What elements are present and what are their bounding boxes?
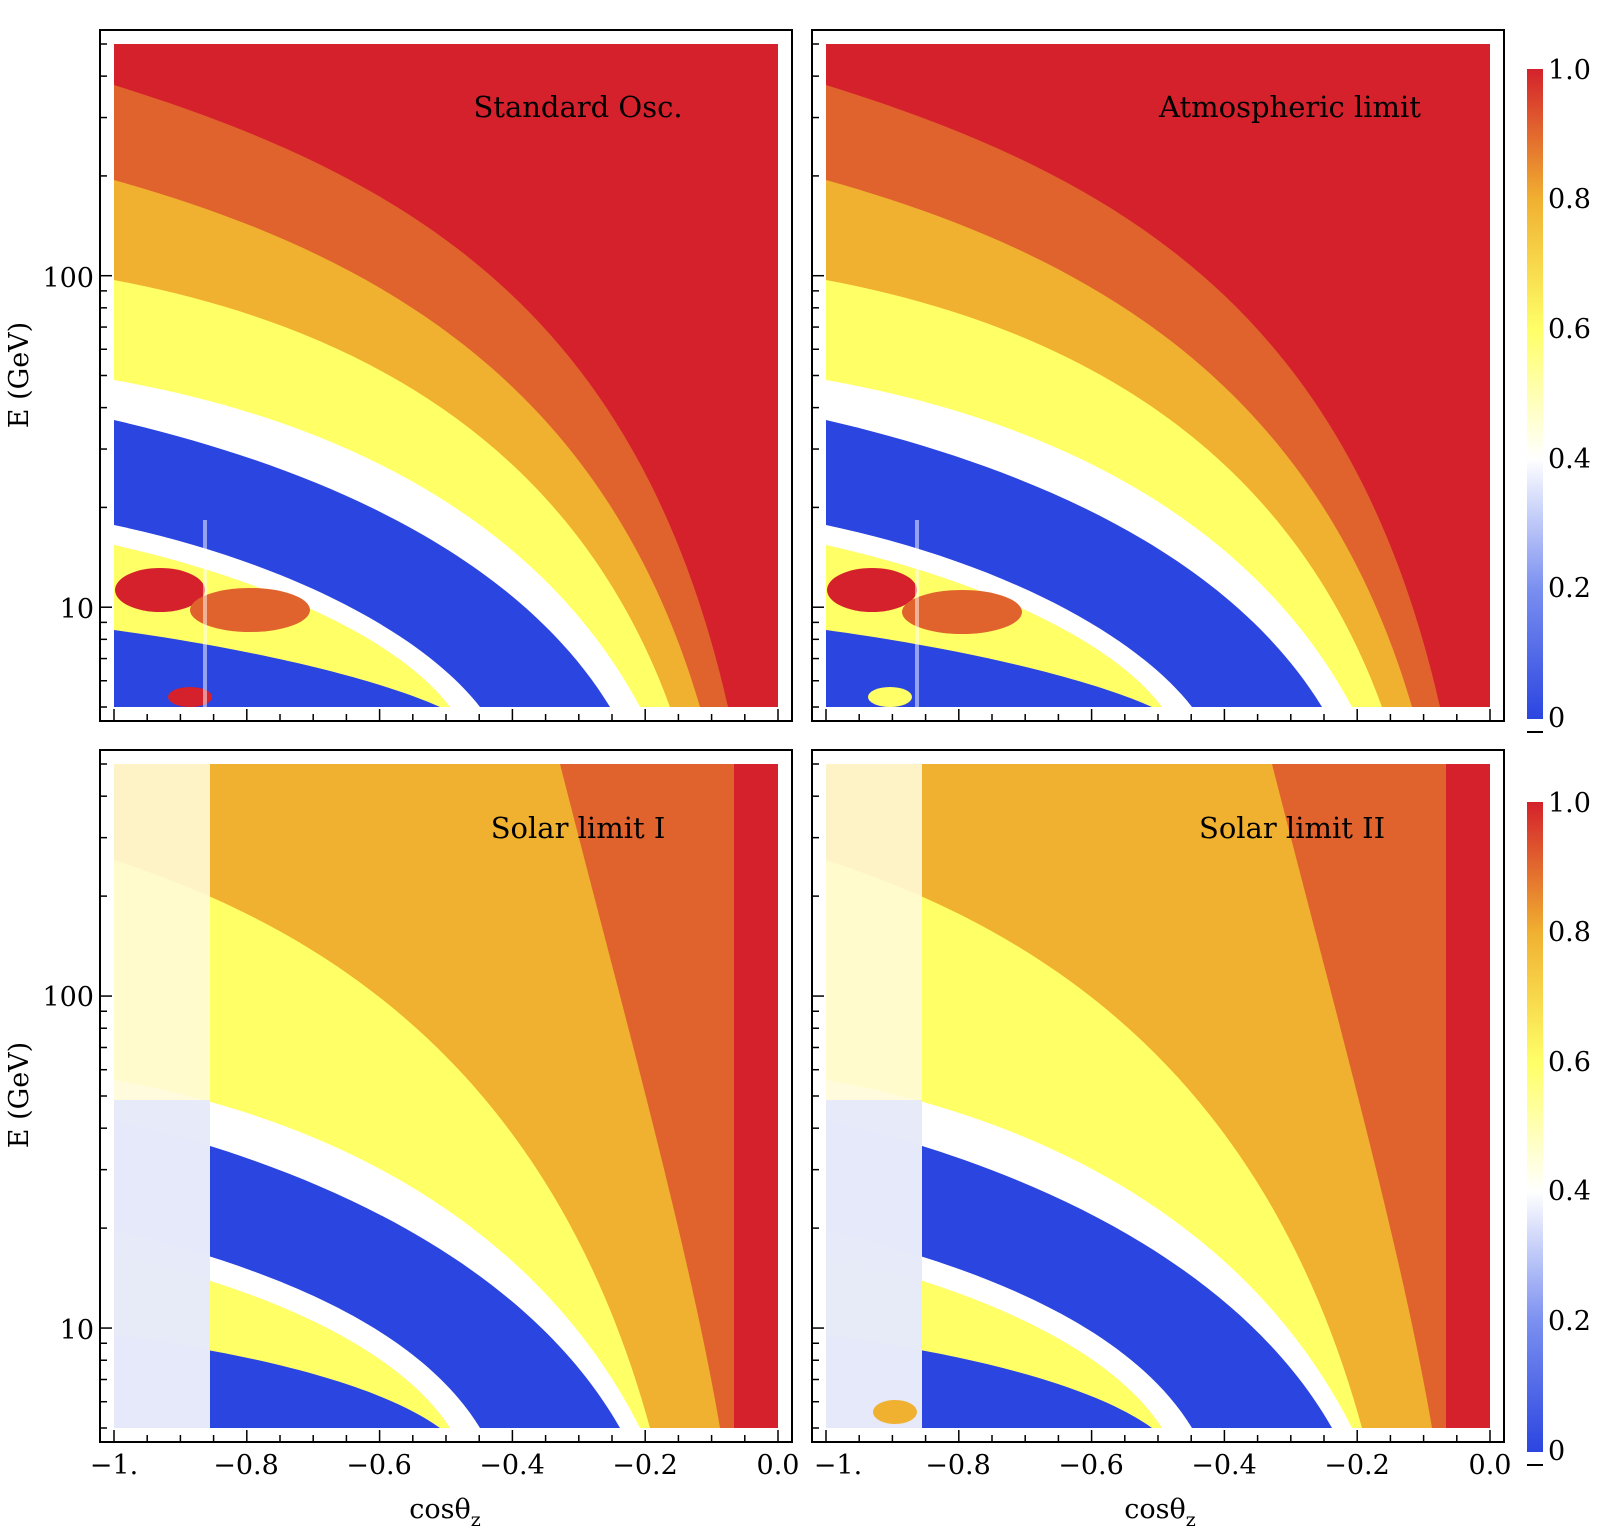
heatmap-hotspot	[873, 1400, 917, 1424]
heatmap-hotspot	[902, 590, 1022, 634]
heatmap-left-strip-lower	[114, 1100, 210, 1428]
x-tick-label: −1.	[814, 1450, 862, 1481]
x-axis-label: cosθz	[1124, 1494, 1196, 1531]
colorbar-tick-label: 1.0	[1548, 788, 1591, 819]
colorbar-bottom: 1.0 0.8 0.6 0.4 0.2 0	[1527, 788, 1591, 1467]
x-tick-label: 0.0	[1469, 1450, 1512, 1481]
colorbar-gradient	[1527, 802, 1543, 1452]
x-ticks	[113, 709, 779, 721]
panel-title: Solar limit II	[1199, 811, 1385, 845]
colorbar-tick-label: 0.2	[1548, 1306, 1591, 1337]
x-tick-label: 0.0	[757, 1450, 800, 1481]
y-tick-label: 10	[60, 1315, 94, 1346]
panel-solar-limit-2: Solar limit II	[811, 749, 1505, 1443]
colorbar-tick-label: 0.4	[1548, 444, 1591, 475]
colorbar-tick-label: 0.6	[1548, 1047, 1591, 1078]
x-ticks	[825, 709, 1491, 721]
x-tick-label: −0.6	[1058, 1450, 1124, 1481]
panel-atmospheric-limit: Atmospheric limit	[811, 29, 1505, 722]
x-axis-label: cosθz	[409, 1494, 481, 1531]
panel-solar-limit-1: Solar limit I	[99, 749, 793, 1443]
y-ticks	[100, 763, 112, 1429]
x-tick-label: −0.6	[346, 1450, 412, 1481]
x-tick-label: −0.4	[479, 1450, 545, 1481]
heatmap-hotspot	[827, 568, 917, 612]
panel-title: Standard Osc.	[473, 90, 682, 124]
heatmap-discontinuity	[203, 520, 207, 707]
x-tick-label: −0.2	[612, 1450, 678, 1481]
y-axis-label: E (GeV)	[4, 322, 35, 428]
colorbar-tick-label: 1.0	[1548, 55, 1591, 86]
x-ticks	[113, 1430, 779, 1442]
heatmap-discontinuity	[915, 520, 919, 707]
heatmap-band-inner-blue	[826, 630, 1152, 707]
x-ticks	[825, 1430, 1491, 1442]
colorbar-tick-label: 0.4	[1548, 1176, 1591, 1207]
panel-title: Solar limit I	[491, 811, 666, 845]
colorbar-gradient	[1527, 69, 1543, 719]
y-ticks	[812, 763, 824, 1429]
colorbar-tick-label: 0.2	[1548, 573, 1591, 604]
y-tick-label: 100	[42, 982, 94, 1013]
colorbar-tick-label: 0	[1548, 703, 1565, 734]
heatmap-hotspot	[168, 687, 212, 707]
panel-title: Atmospheric limit	[1158, 90, 1421, 124]
y-ticks	[812, 43, 824, 708]
colorbar-tick-label: 0.8	[1548, 184, 1591, 215]
y-ticks	[100, 43, 112, 708]
heatmap-hotspot	[190, 588, 310, 632]
colorbar-top: 1.0 0.8 0.6 0.4 0.2 0	[1527, 55, 1591, 734]
heatmap-hotspot	[115, 568, 205, 612]
colorbar-tick-label: 0.6	[1548, 314, 1591, 345]
y-tick-label: 10	[60, 594, 94, 625]
y-tick-label: 100	[42, 263, 94, 294]
x-tick-label: −0.8	[213, 1450, 279, 1481]
colorbar-tick-label: 0.8	[1548, 917, 1591, 948]
colorbar-tick-label: 0	[1548, 1436, 1565, 1467]
x-tick-label: −1.	[90, 1450, 138, 1481]
heatmap-left-strip-lower	[826, 1100, 922, 1428]
heatmap-hotspot	[868, 687, 912, 707]
x-tick-label: −0.2	[1324, 1450, 1390, 1481]
y-axis-label: E (GeV)	[4, 1042, 35, 1148]
x-tick-label: −0.8	[925, 1450, 991, 1481]
x-tick-label: −0.4	[1191, 1450, 1257, 1481]
panel-standard-osc: Standard Osc.	[99, 29, 793, 722]
